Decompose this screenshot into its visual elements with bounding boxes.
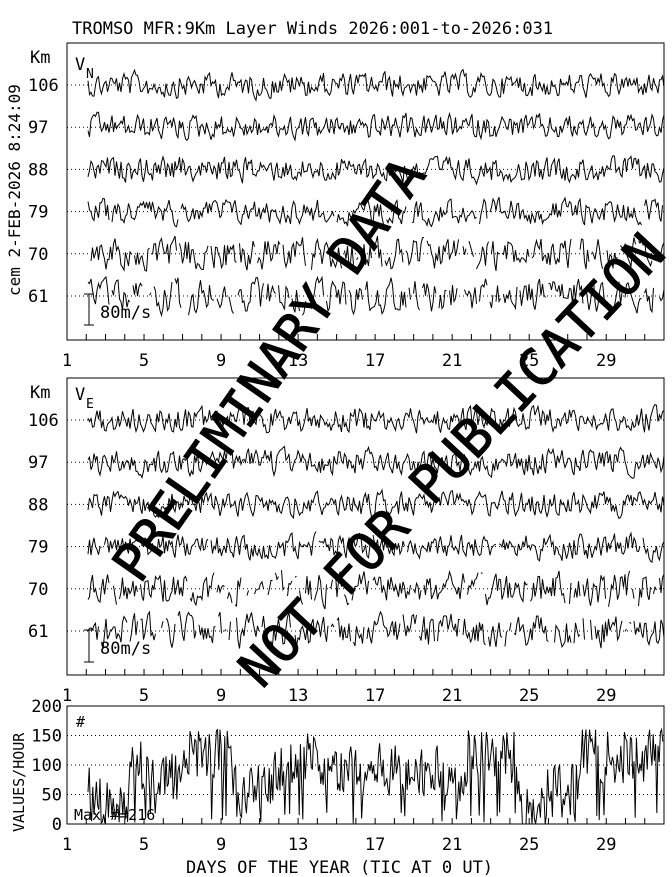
- north-wind-trace-79km: [87, 196, 663, 228]
- east-wind-unit-label: Km: [30, 383, 50, 403]
- values-per-hour-y-tick-label: 150: [31, 727, 62, 747]
- values-per-hour-frame: [66, 705, 665, 825]
- east-wind-x-tick-label: 9: [216, 686, 226, 706]
- east-wind-scale-bar: [84, 629, 94, 663]
- side-label: cem 2-FEB-2026 8:24:09: [5, 84, 24, 296]
- values-per-hour-trace: [87, 727, 664, 825]
- north-wind-altitude-label: 106: [28, 76, 59, 96]
- values-per-hour-x-tick-label: 17: [365, 835, 385, 855]
- values-per-hour-x-tick-label: 13: [288, 835, 308, 855]
- figure-title: TROMSO MFR:9Km Layer Winds 2026:001-to-2…: [72, 19, 553, 39]
- north-wind-component-label: V: [75, 55, 85, 75]
- east-wind-trace-70km: [87, 569, 665, 610]
- east-wind-altitude-label: 97: [28, 453, 48, 473]
- values-per-hour-y-tick-label: 50: [42, 786, 62, 806]
- north-wind-scale-bar: [84, 293, 94, 326]
- east-wind-component-sub: E: [86, 397, 94, 412]
- north-wind-trace-97km: [87, 111, 665, 142]
- north-wind-frame: [66, 42, 665, 341]
- values-per-hour-x-tick-label: 29: [596, 835, 616, 855]
- north-wind-trace-88km: [87, 155, 665, 186]
- east-wind-altitude-label: 61: [28, 622, 48, 642]
- north-wind-component-sub: N: [86, 67, 94, 82]
- east-wind-trace-61km: [87, 610, 665, 650]
- north-wind-trace-61km: [87, 275, 665, 318]
- east-wind-altitude-label: 88: [28, 495, 48, 515]
- east-wind-altitude-label: 79: [28, 538, 48, 558]
- values-per-hour-grid: [67, 735, 664, 795]
- north-wind-altitude-label: 97: [28, 118, 48, 138]
- values-per-hour-x-tick-label: 21: [442, 835, 462, 855]
- east-wind-component-label: V: [75, 385, 85, 405]
- east-wind-x-tick-label: 5: [139, 686, 149, 706]
- values-per-hour-ylabel: VALUES/HOUR: [10, 732, 28, 832]
- values-per-hour-x-tick-label: 1: [62, 835, 72, 855]
- north-wind-x-tick-label: 29: [596, 351, 616, 371]
- east-wind-trace-88km: [87, 488, 665, 521]
- values-per-hour-symbol: #: [76, 713, 85, 731]
- values-per-hour-y-tick-label: 0: [52, 815, 62, 835]
- values-per-hour-x-tick-label: 25: [519, 835, 539, 855]
- east-wind-x-tick-label: 29: [596, 686, 616, 706]
- east-wind-altitude-labels: 106 97 88 79 70 61: [28, 411, 59, 642]
- values-per-hour-line: [87, 727, 664, 825]
- east-wind-frame: [66, 377, 665, 676]
- values-per-hour-x-tick-label: 9: [216, 835, 226, 855]
- values-per-hour-y-ticks: 0 50 100 150 200: [31, 697, 62, 835]
- values-per-hour-x-ticks: 1 5 9 13 17 21 25 29: [62, 818, 665, 855]
- north-wind-x-tick-label: 9: [216, 351, 226, 371]
- east-wind-trace-97km: [87, 445, 665, 479]
- values-per-hour-x-tick-label: 5: [139, 835, 149, 855]
- north-wind-altitude-label: 79: [28, 203, 48, 223]
- x-axis-label: DAYS OF THE YEAR (TIC AT 0 UT): [186, 858, 493, 877]
- north-wind-x-tick-label: 1: [62, 351, 72, 371]
- east-wind-altitude-label: 106: [28, 411, 59, 431]
- east-wind-trace-79km: [87, 531, 665, 564]
- values-per-hour-max-label: Max #=216: [74, 806, 155, 824]
- north-wind-altitude-labels: 106 97 88 79 70 61: [28, 76, 59, 307]
- east-wind-panel: 106 97 88 79 70 61 1 5 9 13 17 21 25 29 Km V E 80m/s: [28, 377, 665, 706]
- east-wind-x-tick-label: 25: [519, 686, 539, 706]
- north-wind-panel: 106 97 88 79 70 61 1 5 9 13 17 21 25 29 Km V N 80m/s: [28, 42, 665, 371]
- north-wind-x-tick-label: 17: [365, 351, 385, 371]
- values-per-hour-panel: 0 50 100 150 200 1 5 9 13 17 21 25 29 VALUES/HOUR #…: [10, 697, 665, 855]
- north-wind-altitude-label: 70: [28, 245, 48, 265]
- values-per-hour-y-tick-label: 100: [31, 756, 62, 776]
- east-wind-x-ticks: 1 5 9 13 17 21 25 29: [62, 669, 665, 706]
- north-wind-x-tick-label: 5: [139, 351, 149, 371]
- east-wind-scale-bar-label: 80m/s: [100, 639, 151, 659]
- north-wind-altitude-label: 88: [28, 160, 48, 180]
- north-wind-x-ticks: 1 5 9 13 17 21 25 29: [62, 334, 665, 371]
- east-wind-x-tick-label: 1: [62, 686, 72, 706]
- north-wind-x-tick-label: 13: [288, 351, 308, 371]
- east-wind-x-tick-label: 17: [365, 686, 385, 706]
- north-wind-trace-70km: [90, 235, 665, 272]
- north-wind-x-tick-label: 25: [519, 351, 539, 371]
- north-wind-scale-bar-label: 80m/s: [100, 303, 151, 323]
- east-wind-altitude-label: 70: [28, 580, 48, 600]
- north-wind-altitude-label: 61: [28, 287, 48, 307]
- east-wind-x-tick-label: 13: [288, 686, 308, 706]
- north-wind-unit-label: Km: [30, 48, 50, 68]
- east-wind-x-tick-label: 21: [442, 686, 462, 706]
- east-wind-trace-106km: [87, 403, 665, 434]
- east-wind-traces: [87, 403, 665, 650]
- north-wind-x-tick-label: 21: [442, 351, 462, 371]
- north-wind-traces: [87, 68, 665, 318]
- values-per-hour-y-tick-label: 200: [31, 697, 62, 717]
- north-wind-trace-106km: [87, 68, 665, 102]
